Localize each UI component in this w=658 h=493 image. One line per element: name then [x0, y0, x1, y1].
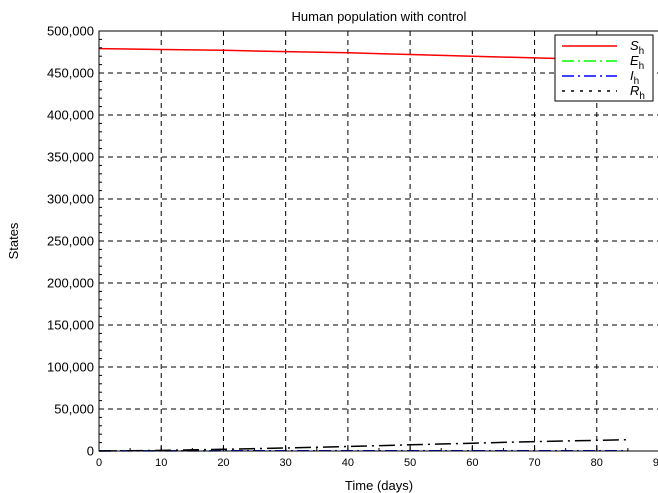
axis-ticks: [98, 30, 629, 452]
x-tick-label: 70: [528, 457, 540, 469]
series-line-sh: [98, 47, 628, 62]
y-tick-label: 50,000: [54, 402, 94, 417]
x-tick-label: 20: [217, 457, 229, 469]
grid-lines: [99, 31, 658, 451]
chart-title: Human population with control: [292, 9, 467, 24]
x-tick-label: 90: [653, 457, 658, 469]
y-tick-label: 450,000: [47, 66, 94, 81]
x-tick-label: 60: [466, 457, 478, 469]
y-axis-label: States: [6, 222, 21, 259]
series-line-rh: [98, 438, 628, 452]
y-tick-label: 150,000: [47, 318, 94, 333]
x-tick-label: 0: [96, 457, 102, 469]
x-tick-label: 10: [155, 457, 167, 469]
x-tick-label: 50: [404, 457, 416, 469]
y-tick-label: 250,000: [47, 234, 94, 249]
legend-label: Ih: [630, 68, 639, 87]
x-tick-labels: 0 10 20 30 40 50 60 70 80 90: [96, 457, 658, 469]
x-axis-label: Time (days): [345, 478, 413, 493]
y-tick-label: 350,000: [47, 150, 94, 165]
y-tick-label: 500,000: [47, 24, 94, 39]
y-tick-label: 400,000: [47, 108, 94, 123]
y-tick-label: 100,000: [47, 360, 94, 375]
y-tick-label: 200,000: [47, 276, 94, 291]
y-tick-label: 300,000: [47, 192, 94, 207]
y-tick-label: 0: [87, 444, 94, 459]
x-tick-label: 30: [280, 457, 292, 469]
x-tick-label: 40: [342, 457, 354, 469]
x-tick-label: 80: [591, 457, 603, 469]
y-tick-labels: 0 50,000 100,000 150,000 200,000 250,000 300,0…: [47, 24, 94, 459]
